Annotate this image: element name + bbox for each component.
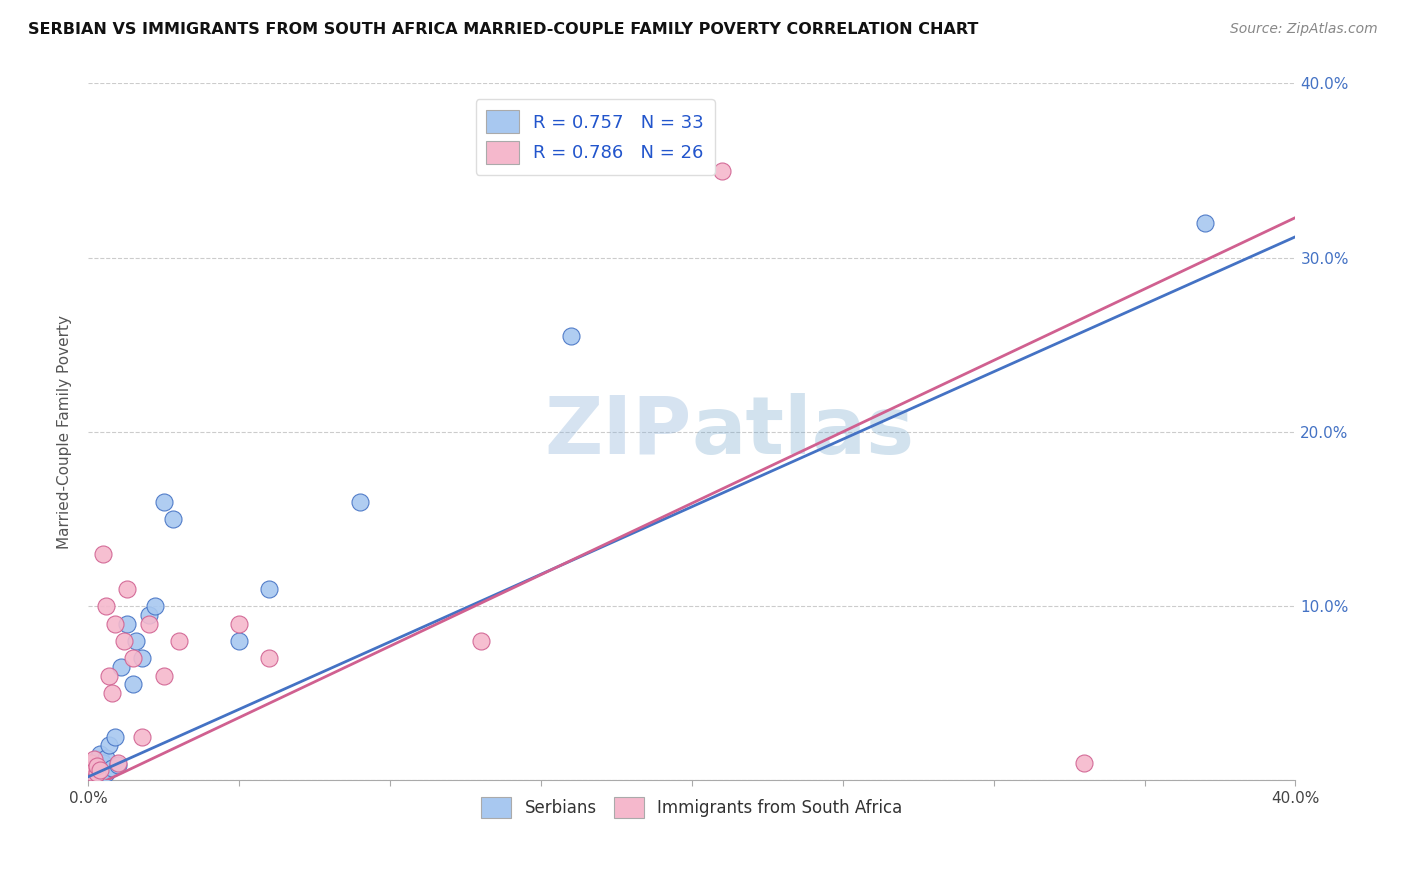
Point xyxy=(228,634,250,648)
Point xyxy=(89,747,111,761)
Point xyxy=(104,616,127,631)
Point xyxy=(83,761,105,775)
Point xyxy=(107,756,129,770)
Text: SERBIAN VS IMMIGRANTS FROM SOUTH AFRICA MARRIED-COUPLE FAMILY POVERTY CORRELATIO: SERBIAN VS IMMIGRANTS FROM SOUTH AFRICA … xyxy=(28,22,979,37)
Point xyxy=(80,756,103,770)
Point xyxy=(125,634,148,648)
Point xyxy=(89,763,111,777)
Point xyxy=(104,730,127,744)
Point xyxy=(711,163,734,178)
Point xyxy=(349,494,371,508)
Point xyxy=(1073,756,1095,770)
Point xyxy=(80,759,103,773)
Y-axis label: Married-Couple Family Poverty: Married-Couple Family Poverty xyxy=(58,315,72,549)
Point xyxy=(91,763,114,777)
Point xyxy=(86,766,108,780)
Point xyxy=(560,329,582,343)
Point xyxy=(167,634,190,648)
Text: Source: ZipAtlas.com: Source: ZipAtlas.com xyxy=(1230,22,1378,37)
Point xyxy=(96,599,118,613)
Point xyxy=(228,616,250,631)
Point xyxy=(152,669,174,683)
Point xyxy=(83,763,105,777)
Point xyxy=(83,756,105,770)
Text: ZIP: ZIP xyxy=(544,392,692,471)
Point xyxy=(117,616,139,631)
Point xyxy=(86,761,108,775)
Point xyxy=(257,582,280,596)
Point xyxy=(122,651,145,665)
Point xyxy=(96,766,118,780)
Point xyxy=(117,582,139,596)
Point xyxy=(470,634,492,648)
Point xyxy=(101,761,124,775)
Point xyxy=(138,607,160,622)
Legend: Serbians, Immigrants from South Africa: Serbians, Immigrants from South Africa xyxy=(475,790,908,824)
Point xyxy=(83,752,105,766)
Point xyxy=(131,730,153,744)
Point xyxy=(91,756,114,770)
Point xyxy=(80,764,103,779)
Point xyxy=(86,766,108,780)
Point xyxy=(83,768,105,782)
Point xyxy=(98,669,121,683)
Point xyxy=(91,547,114,561)
Point xyxy=(152,494,174,508)
Text: atlas: atlas xyxy=(692,392,915,471)
Point xyxy=(96,750,118,764)
Point xyxy=(122,677,145,691)
Point xyxy=(86,752,108,766)
Point xyxy=(86,759,108,773)
Point xyxy=(110,660,132,674)
Point xyxy=(107,757,129,772)
Point xyxy=(112,634,135,648)
Point xyxy=(1194,216,1216,230)
Point xyxy=(89,759,111,773)
Point xyxy=(143,599,166,613)
Point xyxy=(138,616,160,631)
Point xyxy=(101,686,124,700)
Point xyxy=(80,764,103,779)
Point xyxy=(86,757,108,772)
Point xyxy=(162,512,184,526)
Point xyxy=(257,651,280,665)
Point xyxy=(131,651,153,665)
Point xyxy=(98,739,121,753)
